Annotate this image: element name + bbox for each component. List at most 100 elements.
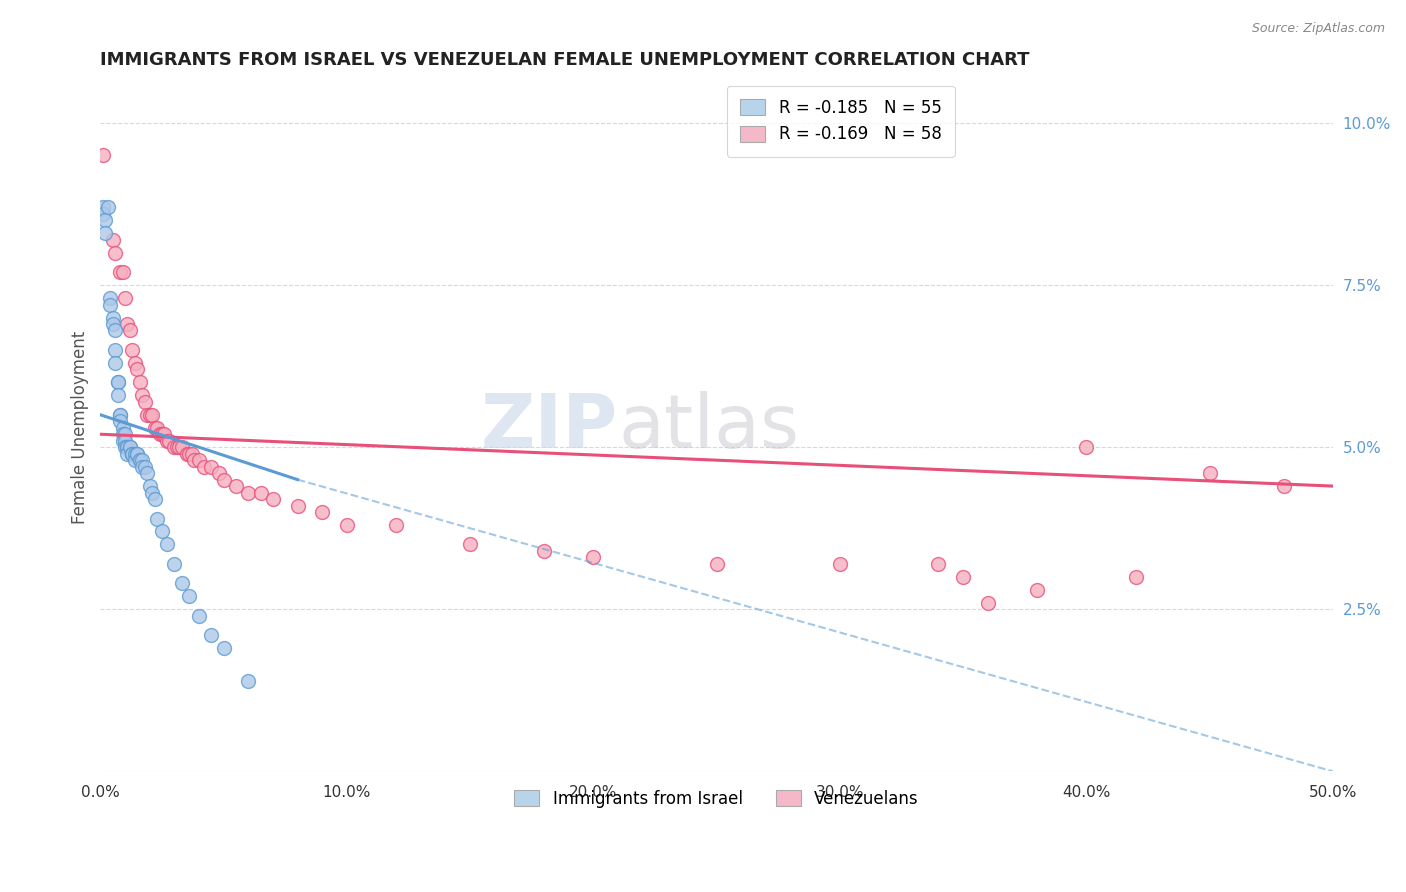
Point [98,297,121,311]
Y-axis label: Female Unemployment: Female Unemployment [72,331,89,524]
Point [249,485,271,500]
Point [108,265,131,279]
Point [104,356,127,370]
Point [91,148,114,162]
Point [952,570,974,584]
Point [141,485,163,500]
Point [101,233,124,247]
Point [91,207,114,221]
Point [97,200,120,214]
Point [200,459,222,474]
Point [108,414,131,428]
Point [131,453,153,467]
Point [127,362,149,376]
Point [94,213,117,227]
Text: Source: ZipAtlas.com: Source: ZipAtlas.com [1251,22,1385,36]
Point [117,440,139,454]
Point [111,265,134,279]
Point [166,440,188,454]
Point [212,473,235,487]
Point [153,427,176,442]
Point [208,466,231,480]
Point [148,427,170,442]
Point [828,557,851,571]
Point [180,447,202,461]
Point [124,453,146,467]
Point [114,427,136,442]
Point [200,628,222,642]
Point [117,447,139,461]
Point [118,440,141,454]
Point [287,499,309,513]
Point [146,511,169,525]
Point [121,343,143,357]
Point [114,440,136,454]
Point [1026,582,1049,597]
Point [107,388,129,402]
Point [143,421,166,435]
Point [533,544,555,558]
Point [98,291,121,305]
Point [458,537,481,551]
Point [121,447,143,461]
Point [111,427,134,442]
Point [136,408,159,422]
Point [1272,479,1295,493]
Text: ZIP: ZIP [481,392,619,464]
Point [385,518,408,533]
Legend: Immigrants from Israel, Venezuelans: Immigrants from Israel, Venezuelans [508,783,925,814]
Point [91,200,114,214]
Point [927,557,949,571]
Point [238,485,260,500]
Point [225,479,247,493]
Point [128,376,150,390]
Point [138,408,160,422]
Point [212,641,235,656]
Point [114,434,136,448]
Point [101,310,124,325]
Point [183,453,205,467]
Point [1125,570,1147,584]
Point [107,376,129,390]
Point [134,459,156,474]
Point [156,537,179,551]
Text: atlas: atlas [619,392,799,464]
Point [146,421,169,435]
Point [977,596,1000,610]
Point [128,453,150,467]
Point [94,226,117,240]
Point [108,408,131,422]
Point [111,434,134,448]
Point [706,557,728,571]
Point [127,447,149,461]
Point [176,447,198,461]
Point [114,291,136,305]
Point [238,673,260,688]
Point [108,408,131,422]
Point [127,447,149,461]
Point [1198,466,1220,480]
Point [104,324,127,338]
Point [188,453,211,467]
Point [150,524,173,539]
Point [128,453,150,467]
Point [117,317,139,331]
Point [188,608,211,623]
Point [141,408,163,422]
Point [336,518,359,533]
Point [1076,440,1098,454]
Point [177,590,200,604]
Point [117,440,139,454]
Point [177,447,200,461]
Point [150,427,173,442]
Point [167,440,190,454]
Point [118,440,141,454]
Point [170,576,193,591]
Point [143,491,166,506]
Point [193,459,215,474]
Point [138,479,160,493]
Point [104,245,127,260]
Point [134,394,156,409]
Point [131,459,153,474]
Point [124,356,146,370]
